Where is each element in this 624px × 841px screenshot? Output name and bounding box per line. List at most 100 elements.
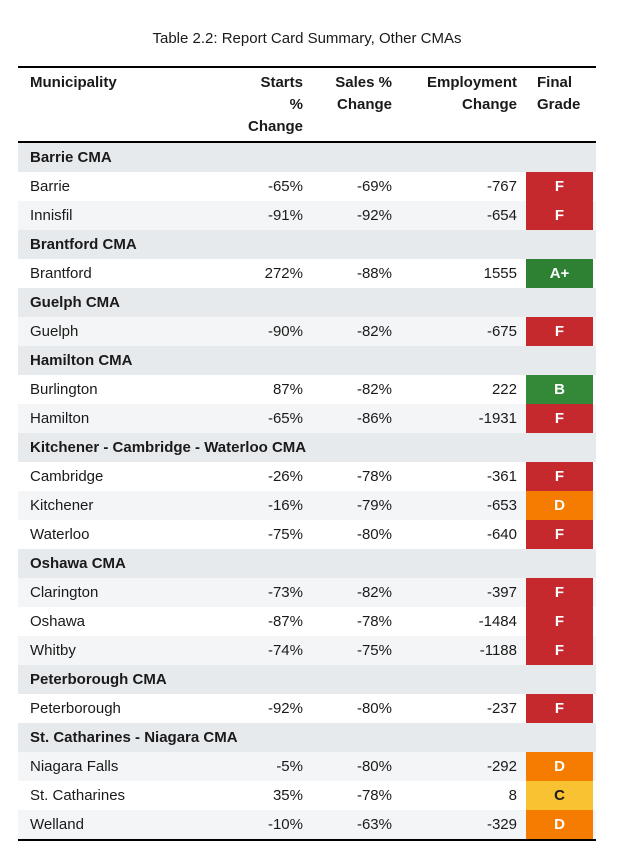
table-row: Guelph -90% -82% -675 F [18,317,596,346]
employment-change-cell: 8 [508,787,517,804]
sales-change-cell: -78% [356,468,392,485]
employment-change-cell: 1555 [483,265,517,282]
municipality-cell: Barrie [30,178,71,195]
table-row: Whitby -74% -75% -1188 F [18,636,596,665]
table-body: Barrie CMA Barrie -65% -69% -767 F Innisfil -91… [18,143,596,839]
municipality-cell: Waterloo [30,526,90,543]
sales-change-cell: -78% [356,787,392,804]
table-row: Burlington 87% -82% 222 B [18,375,596,404]
grade-cell: F [517,317,596,346]
report-card-table: Municipality Starts % Change Sales % Cha… [18,66,596,841]
section-header-row: Brantford CMA [18,230,596,259]
employment-change-cell: -675 [486,323,517,340]
municipality-cell: Whitby [30,642,76,659]
table-row: Waterloo -75% -80% -640 F [18,520,596,549]
employment-change-cell: -1484 [478,613,517,630]
municipality-cell: Clarington [30,584,99,601]
starts-change-cell: 35% [272,787,303,804]
section-header-row: Barrie CMA [18,143,596,172]
sales-change-cell: -92% [356,207,392,224]
grade-cell: F [517,636,596,665]
table-row: Oshawa -87% -78% -1484 F [18,607,596,636]
grade-cell: F [517,172,596,201]
employment-change-cell: -397 [486,584,517,601]
grade-badge: F [526,607,593,636]
table-row: Welland -10% -63% -329 D [18,810,596,839]
employment-change-cell: -653 [486,497,517,514]
table-row: Clarington -73% -82% -397 F [18,578,596,607]
sales-change-cell: -63% [356,816,392,833]
grade-cell: C [517,781,596,810]
starts-change-cell: -26% [267,468,303,485]
header-employment-change: Employment Change [426,74,517,113]
grade-badge: B [526,375,593,404]
starts-change-cell: -16% [267,497,303,514]
grade-cell: B [517,375,596,404]
starts-change-cell: -74% [267,642,303,659]
section-name: Guelph CMA [30,294,120,311]
municipality-cell: Welland [30,816,84,833]
grade-badge: F [526,404,593,433]
grade-badge: D [526,491,593,520]
starts-change-cell: 87% [272,381,303,398]
starts-change-cell: -5% [276,758,303,775]
grade-cell: F [517,694,596,723]
header-sales-change: Sales % Change [335,74,392,113]
section-header-row: Guelph CMA [18,288,596,317]
starts-change-cell: -65% [267,178,303,195]
grade-badge: F [526,172,593,201]
grade-cell: F [517,201,596,230]
municipality-cell: Kitchener [30,497,94,514]
starts-change-cell: -87% [267,613,303,630]
grade-cell: D [517,752,596,781]
section-name: St. Catharines - Niagara CMA [30,729,238,746]
sales-change-cell: -80% [356,526,392,543]
municipality-cell: Brantford [30,265,92,282]
section-name: Peterborough CMA [30,671,167,688]
sales-change-cell: -75% [356,642,392,659]
starts-change-cell: 272% [264,265,303,282]
section-name: Oshawa CMA [30,555,126,572]
grade-badge: F [526,462,593,491]
employment-change-cell: -361 [486,468,517,485]
starts-change-cell: -92% [267,700,303,717]
table-row: St. Catharines 35% -78% 8 C [18,781,596,810]
grade-cell: A+ [517,259,596,288]
municipality-cell: Peterborough [30,700,121,717]
grade-badge: F [526,694,593,723]
municipality-cell: Burlington [30,381,98,398]
employment-change-cell: -767 [486,178,517,195]
grade-badge: C [526,781,593,810]
table-title: Table 2.2: Report Card Summary, Other CM… [152,30,462,47]
sales-change-cell: -82% [356,323,392,340]
grade-badge: F [526,201,593,230]
sales-change-cell: -78% [356,613,392,630]
grade-badge: F [526,636,593,665]
grade-badge: D [526,810,593,839]
grade-cell: F [517,520,596,549]
employment-change-cell: -329 [486,816,517,833]
starts-change-cell: -91% [267,207,303,224]
grade-badge: F [526,317,593,346]
header-final-grade: Final Grade [537,74,581,113]
starts-change-cell: -90% [267,323,303,340]
employment-change-cell: -654 [486,207,517,224]
sales-change-cell: -82% [356,381,392,398]
sales-change-cell: -69% [356,178,392,195]
grade-cell: D [517,491,596,520]
starts-change-cell: -73% [267,584,303,601]
sales-change-cell: -86% [356,410,392,427]
sales-change-cell: -80% [356,700,392,717]
sales-change-cell: -80% [356,758,392,775]
table-row: Innisfil -91% -92% -654 F [18,201,596,230]
table-row: Hamilton -65% -86% -1931 F [18,404,596,433]
employment-change-cell: -292 [486,758,517,775]
table-header-row: Municipality Starts % Change Sales % Cha… [18,68,596,143]
section-header-row: St. Catharines - Niagara CMA [18,723,596,752]
municipality-cell: Hamilton [30,410,90,427]
grade-cell: F [517,462,596,491]
sales-change-cell: -82% [356,584,392,601]
starts-change-cell: -75% [267,526,303,543]
municipality-cell: St. Catharines [30,787,126,804]
municipality-cell: Cambridge [30,468,104,485]
